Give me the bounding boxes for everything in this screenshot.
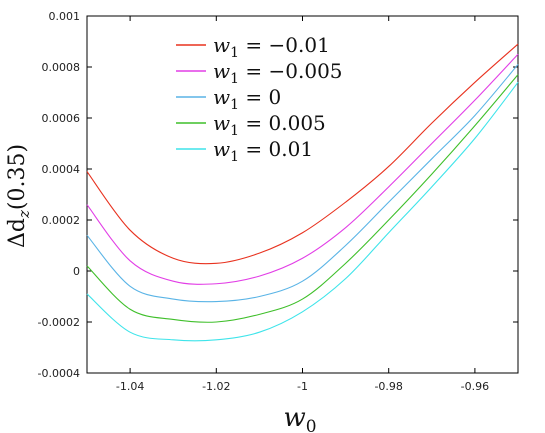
legend-label: w1 = 0.005 [213, 111, 326, 139]
y-axis-label-rest: (0.35) [5, 144, 30, 210]
x-tick-label: -0.96 [461, 380, 489, 393]
x-tick-label: -1.02 [202, 380, 230, 393]
y-tick-label: 0.001 [49, 10, 81, 23]
x-tick-label: -1.04 [116, 380, 144, 393]
series-lines [86, 43, 519, 342]
x-tick-label: -0.98 [374, 380, 402, 393]
legend-entry-1: w1 = −0.01 [176, 33, 330, 61]
legend-label: w1 = −0.01 [213, 33, 330, 61]
y-tick-label: 0.0004 [42, 163, 81, 176]
y-tick-label: 0.0002 [42, 214, 81, 227]
x-axis-label: w0 [283, 403, 316, 433]
series-line-5 [86, 81, 519, 342]
axis-ticks: -1.04 -1.02 -1 -0.98 -0.96 -0.0004 -0.0002 0 0.0… [38, 10, 518, 393]
y-tick-label: 0 [73, 265, 80, 278]
x-tick-label: -1 [297, 380, 308, 393]
legend-entry-2: w1 = −0.005 [176, 59, 343, 87]
y-tick-label: 0.0008 [42, 61, 81, 74]
legend-label: w1 = −0.005 [213, 59, 343, 87]
x-axis-label-subscript: 0 [306, 417, 317, 433]
legend-label: w1 = 0 [213, 85, 281, 113]
legend-entry-5: w1 = 0.01 [176, 137, 313, 165]
series-line-3 [86, 64, 519, 303]
x-axis-label-main: w [283, 403, 305, 433]
y-axis-label-subscript: z [15, 210, 33, 219]
legend-label: w1 = 0.01 [213, 137, 313, 165]
y-axis-label: Δdz(0.35) [5, 144, 33, 248]
legend-entry-4: w1 = 0.005 [176, 111, 326, 139]
series-line-2 [86, 53, 519, 285]
legend-entry-3: w1 = 0 [176, 85, 281, 113]
y-tick-label: -0.0002 [38, 316, 80, 329]
series-line-1 [86, 43, 519, 265]
series-line-4 [86, 74, 519, 323]
y-axis-label-main: Δd [5, 218, 30, 248]
y-tick-label: 0.0006 [42, 112, 81, 125]
y-tick-label: -0.0004 [38, 367, 80, 380]
